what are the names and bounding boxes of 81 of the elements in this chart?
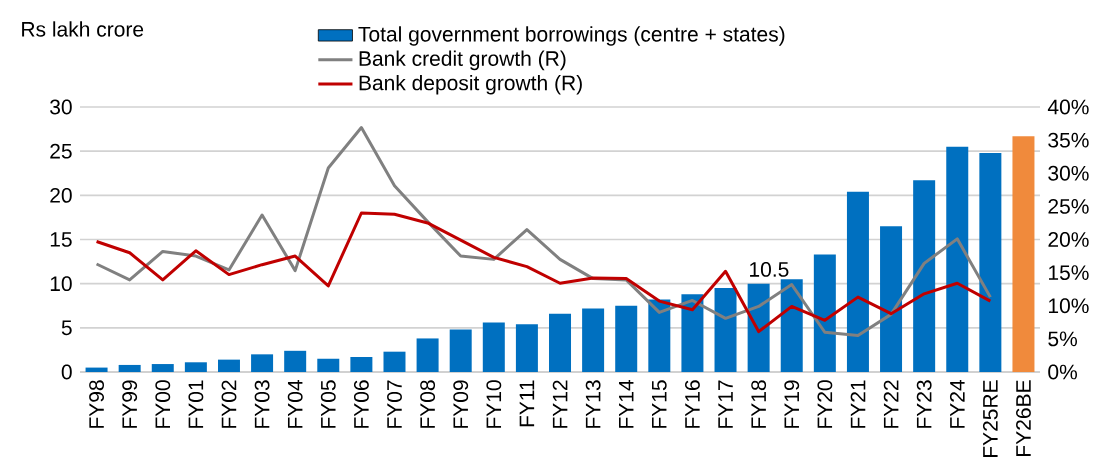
legend-label: Bank credit growth (R) (359, 50, 566, 71)
x-tick-label: FY00 (155, 380, 171, 428)
x-tick-label: FY20 (817, 380, 833, 428)
legend-label: Total government borrowings (centre + states) (358, 26, 785, 46)
bar (482, 322, 505, 372)
bar (813, 254, 836, 372)
bar (582, 308, 605, 372)
bar (449, 329, 472, 372)
bar (913, 180, 936, 372)
y-tick-label: 30 (50, 99, 72, 115)
bar (416, 338, 439, 372)
y-tick-label: 5 (61, 320, 72, 336)
y2-tick-label: 10% (1049, 298, 1089, 314)
bar (151, 364, 174, 372)
y2-tick-label: 0% (1048, 364, 1077, 380)
line-series (95, 211, 992, 334)
x-tick-label: FY14 (619, 380, 634, 428)
y-axis-title: Rs lakh crore (22, 21, 144, 37)
y2-tick-label: 5% (1048, 331, 1077, 347)
y2-tick-label: 35% (1048, 132, 1089, 148)
y2-tick-label: 40% (1047, 99, 1089, 115)
bar (780, 279, 803, 372)
bar (383, 351, 406, 372)
bar (880, 226, 903, 372)
x-tick-label: FY15 (652, 380, 667, 428)
bar (1012, 136, 1035, 372)
x-tick-label: FY13 (585, 380, 601, 428)
x-tick-label: FY18 (751, 380, 767, 428)
x-tick-label: FY16 (685, 380, 700, 428)
x-tick-label: FY99 (122, 380, 138, 428)
line-series (95, 126, 992, 338)
bar (549, 313, 572, 372)
x-tick-label: FY98 (89, 380, 104, 428)
y-tick-label: 15 (50, 232, 72, 247)
bar (615, 305, 638, 372)
x-tick-label: FY08 (420, 380, 436, 428)
x-tick-label: FY17 (718, 380, 733, 428)
x-tick-label: FY10 (486, 380, 502, 428)
bar (317, 358, 340, 372)
x-tick-label: FY05 (320, 380, 336, 428)
x-tick-label: FY01 (188, 380, 204, 428)
x-tick-label: FY19 (784, 380, 800, 428)
bar (350, 356, 373, 372)
x-tick-label: FY22 (883, 380, 899, 428)
bar (184, 362, 207, 372)
bar (648, 299, 671, 372)
x-tick-label: FY11 (519, 380, 535, 427)
bar (85, 367, 108, 372)
bar (946, 146, 969, 372)
bar (846, 191, 869, 372)
x-tick-label: FY07 (387, 380, 402, 428)
bar (681, 294, 704, 372)
x-tick-label: FY12 (552, 380, 568, 428)
bar (714, 288, 737, 372)
x-tick-label: FY04 (287, 380, 303, 428)
y-tick-label: 0 (61, 364, 72, 380)
x-tick-label: FY06 (353, 380, 369, 428)
y2-tick-label: 15% (1049, 265, 1089, 281)
y-tick-label: 10 (50, 276, 72, 292)
bar (284, 350, 307, 372)
bar (515, 324, 538, 372)
x-tick-label: FY09 (453, 380, 469, 428)
annotation: 10.5 (750, 262, 789, 277)
x-tick-label: FY02 (221, 380, 237, 428)
legend-label: Bank deposit growth (R) (359, 74, 582, 95)
bar (251, 354, 274, 372)
x-tick-label: FY24 (949, 380, 965, 428)
y2-tick-label: 30% (1048, 165, 1089, 181)
bar (217, 359, 240, 372)
y2-tick-label: 20% (1048, 232, 1089, 247)
x-tick-label: FY25RE (982, 380, 998, 458)
x-tick-label: FY26BE (1016, 380, 1031, 456)
x-tick-label: FY21 (850, 380, 866, 428)
bar (118, 364, 141, 372)
bar (979, 152, 1002, 372)
x-tick-label: FY03 (254, 380, 270, 428)
y2-tick-label: 25% (1048, 198, 1089, 214)
x-tick-label: FY23 (916, 380, 932, 428)
y-tick-label: 25 (50, 143, 72, 159)
bar (747, 283, 770, 372)
y-tick-label: 20 (50, 187, 72, 203)
